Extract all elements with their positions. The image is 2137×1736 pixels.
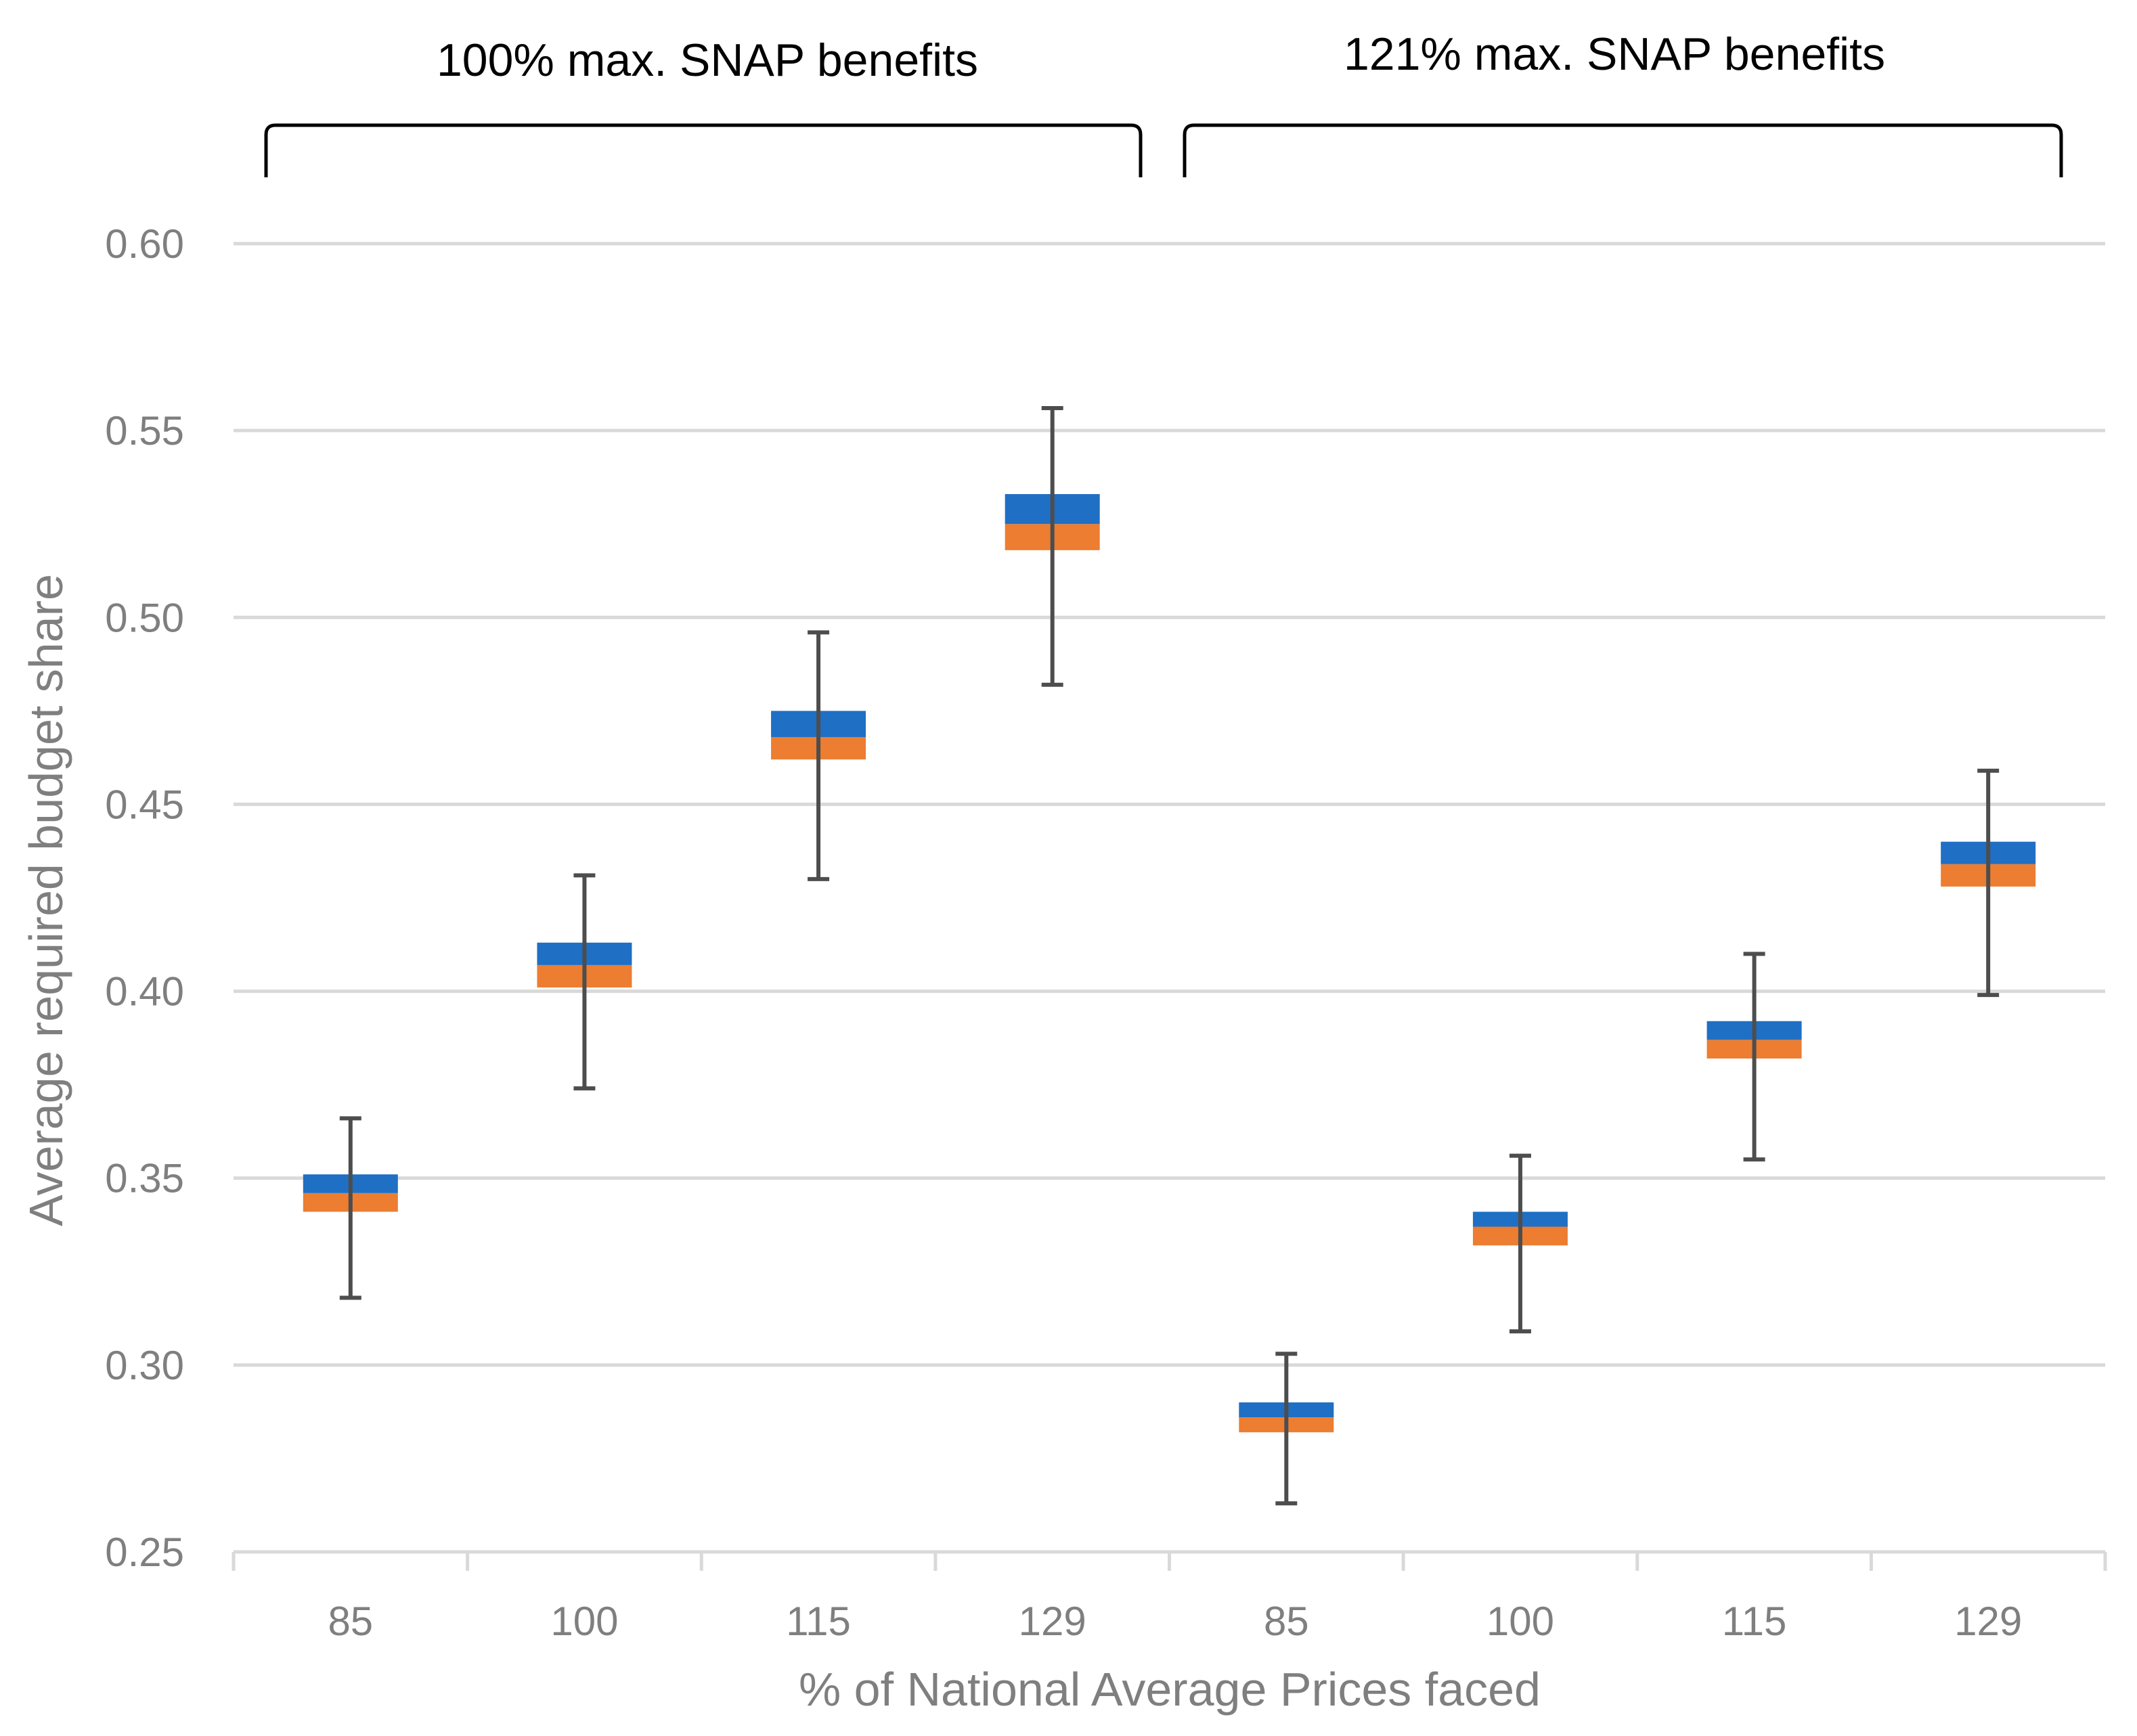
x-tick-label: 85 [328, 1599, 373, 1644]
y-tick-label: 0.25 [105, 1530, 184, 1575]
group-bracket [264, 123, 1143, 177]
group-bracket [1183, 123, 2063, 177]
y-axis-tick-labels: 0.60 0.55 0.50 0.45 0.40 0.35 0.30 0.25 [105, 221, 184, 1575]
y-tick-label: 0.35 [105, 1156, 184, 1201]
x-tick-label: 85 [1264, 1599, 1309, 1644]
x-axis [232, 1550, 2107, 1571]
group-brackets [264, 123, 2063, 177]
whiskers [339, 406, 2000, 1506]
y-tick-label: 0.60 [105, 221, 184, 267]
y-tick-label: 0.40 [105, 969, 184, 1015]
x-tick-label: 100 [550, 1599, 618, 1644]
y-tick-label: 0.50 [105, 595, 184, 640]
y-tick-label: 0.55 [105, 408, 184, 453]
y-tick-label: 0.45 [105, 782, 184, 827]
group-title: 121% max. SNAP benefits [1344, 28, 1885, 80]
x-tick-label: 129 [1019, 1599, 1086, 1644]
group-title: 100% max. SNAP benefits [437, 35, 978, 86]
x-axis-title: % of National Average Prices faced [799, 1663, 1541, 1716]
group-titles: 100% max. SNAP benefits 121% max. SNAP be… [437, 28, 1885, 86]
x-axis-tick-labels: 85 100 115 129 85 100 115 129 [328, 1599, 2022, 1644]
y-gridlines [234, 242, 2105, 1367]
x-tick-label: 100 [1486, 1599, 1554, 1644]
boxes [303, 494, 2036, 1433]
y-axis-title: Average required budget share [20, 574, 72, 1226]
x-tick-label: 129 [1954, 1599, 2022, 1644]
x-tick-label: 115 [1722, 1599, 1787, 1644]
x-tick-label: 115 [786, 1599, 851, 1644]
y-tick-label: 0.30 [105, 1343, 184, 1388]
